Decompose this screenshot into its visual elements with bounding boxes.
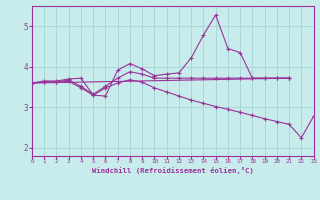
X-axis label: Windchill (Refroidissement éolien,°C): Windchill (Refroidissement éolien,°C): [92, 167, 254, 174]
